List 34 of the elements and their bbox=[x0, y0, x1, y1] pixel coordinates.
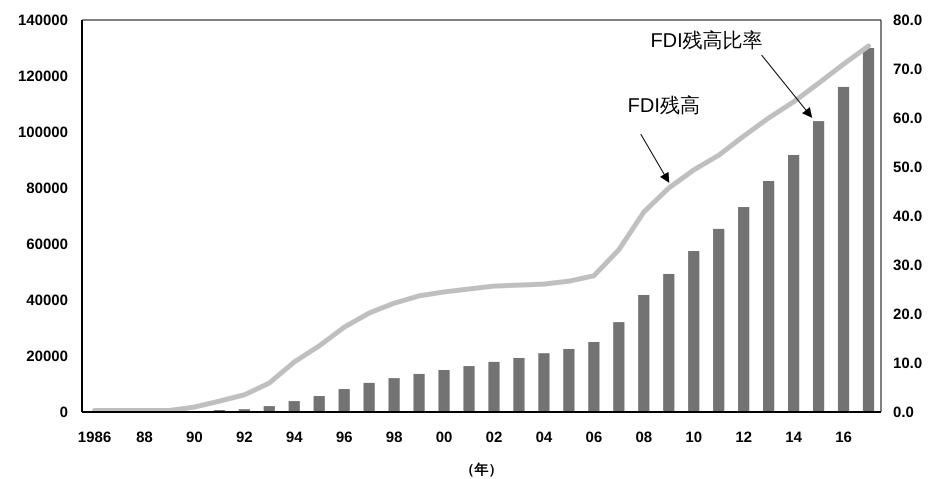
x-tick-label: 10 bbox=[685, 429, 702, 446]
y-tick-label: 60000 bbox=[26, 236, 68, 253]
y2-tick-label: 30.0 bbox=[893, 257, 922, 274]
x-tick-label: 94 bbox=[286, 429, 304, 446]
y2-tick-label: 40.0 bbox=[893, 208, 922, 225]
x-tick-label: 1986 bbox=[78, 429, 112, 446]
y-tick-label: 120000 bbox=[18, 68, 68, 85]
x-tick-label: 06 bbox=[586, 429, 602, 446]
y2-tick-label: 70.0 bbox=[893, 61, 922, 78]
x-tick-label: 16 bbox=[835, 429, 852, 446]
y2-tick-label: 50.0 bbox=[893, 159, 922, 176]
y-tick-label: 80000 bbox=[26, 180, 68, 197]
y-tick-label: 20000 bbox=[26, 348, 68, 365]
x-tick-label: 88 bbox=[136, 429, 153, 446]
x-tick-label: 98 bbox=[386, 429, 402, 446]
x-tick-label: 90 bbox=[186, 429, 203, 446]
x-tick-label: 12 bbox=[735, 429, 752, 446]
x-tick-label: 14 bbox=[785, 429, 803, 446]
y2-tick-label: 20.0 bbox=[893, 306, 922, 323]
y-tick-label: 140000 bbox=[18, 12, 68, 29]
x-tick-label: 08 bbox=[635, 429, 652, 446]
x-tick-label: 04 bbox=[536, 429, 553, 446]
x-tick-label: 00 bbox=[436, 429, 452, 446]
y2-tick-label: 60.0 bbox=[893, 110, 922, 127]
y-tick-label: 100000 bbox=[18, 124, 68, 141]
x-axis-title: （年） bbox=[460, 461, 502, 477]
y-tick-label: 0 bbox=[60, 404, 68, 421]
x-tick-label: 92 bbox=[236, 429, 253, 446]
x-tick-label: 96 bbox=[336, 429, 353, 446]
y2-tick-label: 10.0 bbox=[893, 355, 922, 372]
y2-tick-label: 80.0 bbox=[893, 12, 922, 29]
y-tick-label: 40000 bbox=[26, 292, 68, 309]
x-tick-label: 02 bbox=[486, 429, 502, 446]
y2-tick-label: 0.0 bbox=[893, 404, 914, 421]
